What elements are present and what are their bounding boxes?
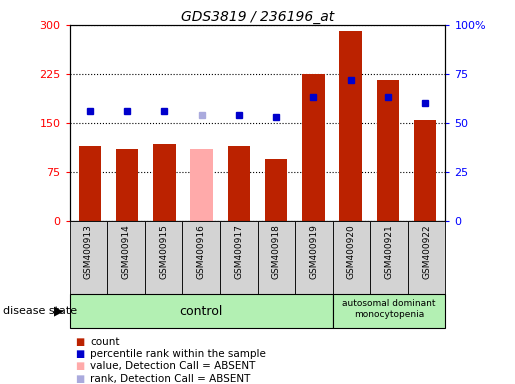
Bar: [302, 74, 324, 221]
Bar: [107, 221, 145, 294]
Text: GSM400921: GSM400921: [385, 224, 393, 279]
Bar: [145, 221, 182, 294]
Text: ■: ■: [75, 349, 84, 359]
Text: count: count: [90, 337, 119, 347]
Bar: [220, 221, 258, 294]
Text: GSM400918: GSM400918: [272, 224, 281, 279]
Bar: [370, 221, 408, 294]
Text: ■: ■: [75, 374, 84, 384]
Bar: [116, 149, 139, 221]
Text: ▶: ▶: [55, 305, 64, 318]
Text: disease state: disease state: [3, 306, 77, 316]
Text: value, Detection Call = ABSENT: value, Detection Call = ABSENT: [90, 361, 255, 371]
Bar: [376, 81, 399, 221]
Bar: [333, 221, 370, 294]
Text: GSM400920: GSM400920: [347, 224, 356, 279]
Bar: [333, 294, 445, 328]
Bar: [191, 149, 213, 221]
Bar: [70, 221, 107, 294]
Text: ■: ■: [75, 337, 84, 347]
Text: percentile rank within the sample: percentile rank within the sample: [90, 349, 266, 359]
Text: control: control: [179, 305, 223, 318]
Bar: [182, 221, 220, 294]
Text: GDS3819 / 236196_at: GDS3819 / 236196_at: [181, 10, 334, 23]
Text: ■: ■: [75, 361, 84, 371]
Bar: [153, 144, 176, 221]
Text: GSM400917: GSM400917: [234, 224, 243, 279]
Bar: [258, 221, 295, 294]
Bar: [295, 221, 333, 294]
Text: GSM400922: GSM400922: [422, 224, 431, 279]
Bar: [228, 146, 250, 221]
Bar: [70, 294, 333, 328]
Bar: [408, 221, 445, 294]
Text: GSM400916: GSM400916: [197, 224, 205, 279]
Text: autosomal dominant
monocytopenia: autosomal dominant monocytopenia: [342, 299, 436, 319]
Bar: [339, 31, 362, 221]
Text: rank, Detection Call = ABSENT: rank, Detection Call = ABSENT: [90, 374, 250, 384]
Bar: [414, 120, 436, 221]
Text: GSM400915: GSM400915: [159, 224, 168, 279]
Text: GSM400914: GSM400914: [122, 224, 130, 279]
Text: GSM400913: GSM400913: [84, 224, 93, 279]
Text: GSM400919: GSM400919: [310, 224, 318, 279]
Bar: [79, 146, 101, 221]
Bar: [265, 159, 287, 221]
